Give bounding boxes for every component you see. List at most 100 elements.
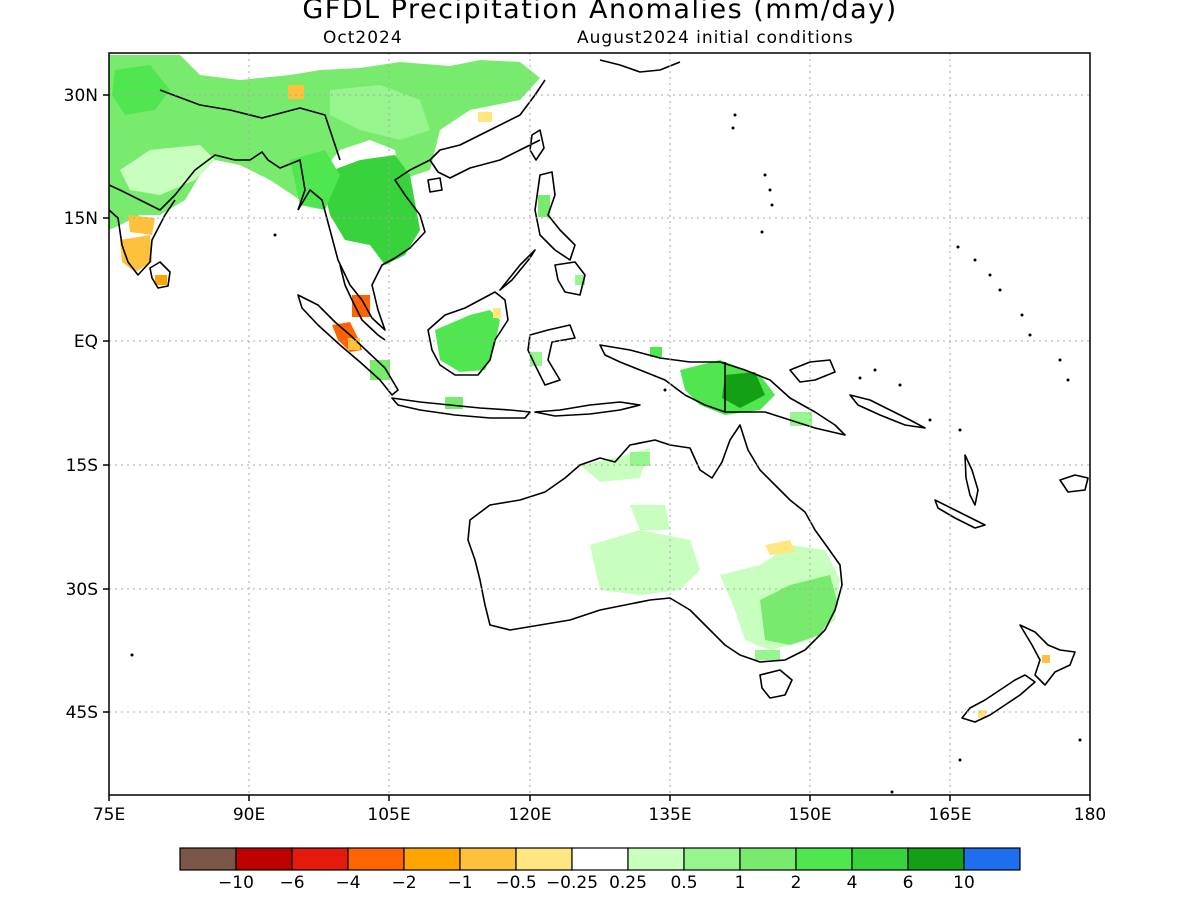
colorbar-swatch	[515, 847, 573, 871]
colorbar-swatch	[907, 847, 965, 871]
japan-south	[599, 59, 681, 73]
china-coast	[429, 139, 541, 179]
philippines-wet	[538, 195, 550, 217]
lon-tick-label: 180	[1074, 805, 1106, 825]
new-britain-coast	[789, 359, 836, 383]
coastlines	[109, 59, 1089, 723]
sri-lanka-dry	[155, 275, 167, 285]
colorbar-swatch	[739, 847, 797, 871]
sri-lanka-coast	[149, 261, 171, 289]
colorbar-swatch	[403, 847, 461, 871]
indochina-wet-area	[320, 155, 420, 265]
malay-dry	[352, 295, 370, 317]
nz-south-dry	[978, 710, 986, 718]
colorbar: −10 −6 −4 −2 −1 −0.5 −0.25 0.25 0.5 1 2 4 6 10	[179, 847, 1021, 893]
malay-peninsula	[339, 264, 386, 341]
map-title: GFDL Precipitation Anomalies (mm/day)	[302, 0, 898, 25]
colorbar-swatch	[179, 847, 237, 871]
anomaly-shading	[109, 55, 1050, 718]
lon-tick-label: 120E	[508, 805, 551, 825]
tibet-dry	[478, 112, 492, 122]
graticule	[109, 53, 1090, 795]
palawan-coast	[499, 249, 536, 291]
colorbar-label: −0.5	[495, 873, 536, 893]
sumatra-coast	[297, 294, 399, 396]
lon-tick-label: 165E	[928, 805, 971, 825]
new-zealand-north	[1019, 624, 1076, 686]
colorbar-label: −6	[279, 873, 304, 893]
vanuatu	[964, 454, 979, 506]
taiwan-coast	[529, 129, 545, 161]
colorbar-swatch	[459, 847, 517, 871]
small-islands	[130, 113, 1082, 794]
tibet-light-wet	[330, 85, 430, 140]
java-coast	[391, 397, 531, 419]
java-wet	[445, 397, 463, 409]
indochina-coast	[297, 79, 546, 331]
india-light-wet	[120, 145, 215, 195]
australia-light-wet	[590, 530, 700, 595]
new-guinea-coast	[599, 344, 846, 436]
map-frame	[108, 52, 1091, 796]
lat-tick-label: EQ	[74, 332, 98, 352]
south-asia-wet-area	[109, 55, 540, 230]
solomon-coast	[849, 394, 926, 429]
colorbar-label: −10	[218, 873, 254, 893]
nz-dry	[1042, 655, 1050, 663]
colorbar-label: 4	[847, 873, 858, 893]
colorbar-swatch	[627, 847, 685, 871]
australia-coast	[467, 424, 843, 663]
colorbar-label: 6	[903, 873, 914, 893]
forecast-month-label: Oct2024	[323, 28, 403, 48]
lat-tick-label: 30N	[64, 86, 98, 106]
colorbar-label: 0.5	[670, 873, 697, 893]
colorbar-swatch	[851, 847, 909, 871]
colorbar-swatch	[795, 847, 853, 871]
mindanao-wet	[575, 275, 585, 285]
lesser-sunda-coast	[534, 401, 641, 417]
philippines-mindanao	[554, 261, 586, 296]
lat-tick-label: 15S	[66, 456, 98, 476]
philippines-luzon	[534, 171, 576, 261]
tick-marks	[103, 94, 1091, 801]
colorbar-swatch	[235, 847, 293, 871]
sulawesi-coast	[527, 324, 576, 386]
lat-tick-label: 45S	[66, 703, 98, 723]
initial-conditions-label: August2024 initial conditions	[577, 28, 854, 48]
lat-tick-label: 15N	[64, 209, 98, 229]
colorbar-label: −1	[447, 873, 472, 893]
southeast-australia-wet	[760, 575, 838, 645]
new-guinea-strong-wet	[722, 372, 765, 408]
colorbar-label: 0.25	[609, 873, 647, 893]
gulf-carpentaria-wet	[630, 452, 650, 466]
borneo-dry	[493, 308, 501, 318]
borneo-coast	[427, 291, 509, 376]
india-west-coast	[109, 199, 176, 276]
colorbar-swatch	[963, 847, 1021, 871]
himalaya-border	[159, 89, 341, 161]
colorbar-swatch	[683, 847, 741, 871]
victoria-wet	[755, 650, 780, 660]
borneo-wet-area	[435, 310, 500, 372]
colorbar-label: 2	[791, 873, 802, 893]
lon-tick-label: 75E	[93, 805, 125, 825]
australia-central-wet	[630, 505, 670, 530]
india-west-dry	[128, 215, 155, 235]
tasmania-coast	[759, 669, 793, 699]
queensland-dry	[765, 540, 795, 555]
lon-tick-label: 90E	[233, 805, 265, 825]
colorbar-label: −0.25	[546, 873, 598, 893]
png-islands-wet	[650, 347, 662, 357]
colorbar-swatch	[291, 847, 349, 871]
fiji	[1059, 474, 1089, 493]
colorbar-label: 1	[735, 873, 746, 893]
lon-tick-label: 135E	[648, 805, 691, 825]
colorbar-label: −2	[391, 873, 416, 893]
colorbar-label: −4	[335, 873, 360, 893]
colorbar-label: 10	[953, 873, 975, 893]
lon-tick-label: 150E	[788, 805, 831, 825]
lon-tick-label: 105E	[367, 805, 410, 825]
hainan-coast	[427, 177, 443, 193]
india-coast	[109, 151, 306, 211]
